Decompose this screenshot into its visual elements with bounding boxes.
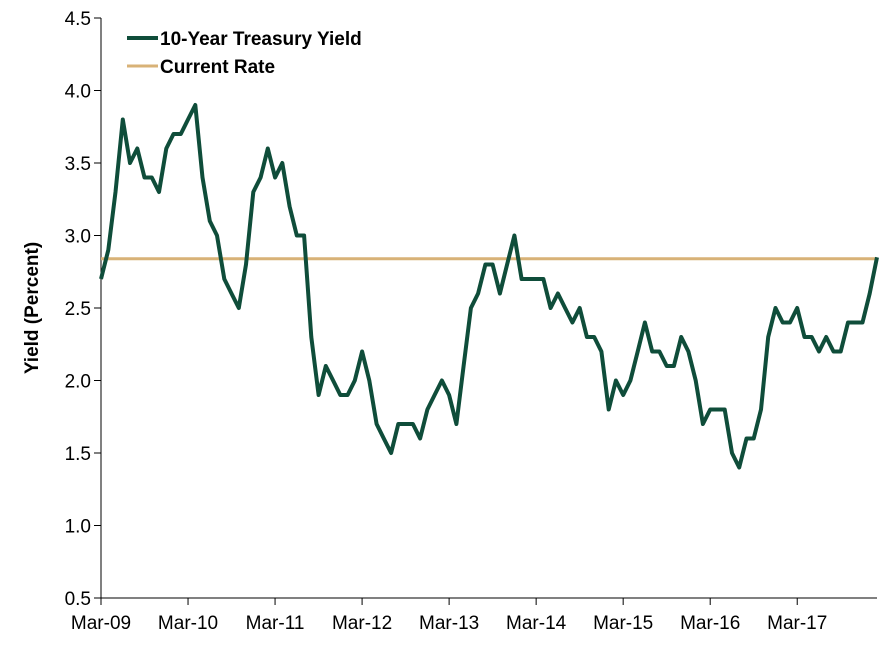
- x-tick-label: Mar-17: [767, 613, 827, 634]
- x-tick-label: Mar-11: [246, 613, 305, 634]
- legend-label-treasury: 10-Year Treasury Yield: [160, 29, 362, 50]
- x-tick-label: Mar-13: [419, 613, 479, 634]
- y-tick-label: 3.5: [65, 154, 91, 175]
- y-tick-label: 4.5: [65, 9, 91, 30]
- y-ticks: 0.5 1.0 1.5 2.0 2.5 3.0 3.5 4.0 4.5: [65, 9, 101, 610]
- axes: [100, 18, 877, 599]
- x-tick-label: Mar-12: [332, 613, 392, 634]
- y-tick-label: 0.5: [65, 589, 91, 610]
- plot-lines: [99, 103, 879, 470]
- y-tick-label: 3.0: [65, 227, 91, 248]
- x-tick-label: Mar-15: [593, 613, 653, 634]
- y-tick-label: 4.0: [65, 82, 91, 103]
- x-tick-label: Mar-10: [158, 613, 218, 634]
- y-tick-label: 2.5: [65, 299, 91, 320]
- legend: 10-Year Treasury Yield Current Rate: [127, 29, 362, 78]
- y-tick-label: 1.0: [65, 517, 91, 538]
- x-tick-label: Mar-16: [680, 613, 740, 634]
- y-axis-title: Yield (Percent): [22, 242, 43, 374]
- x-tick-label: Mar-14: [506, 613, 567, 634]
- legend-label-current-rate: Current Rate: [160, 57, 275, 78]
- x-ticks: Mar-09 Mar-10 Mar-11 Mar-12 Mar-13 Mar-14 Mar-…: [71, 598, 827, 634]
- y-tick-label: 1.5: [65, 444, 91, 465]
- x-tick-label: Mar-09: [71, 613, 131, 634]
- treasury-yield-line: [99, 103, 879, 470]
- y-tick-label: 2.0: [65, 372, 91, 393]
